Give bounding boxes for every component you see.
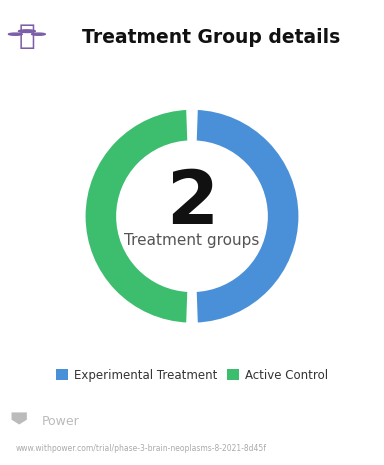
- Wedge shape: [195, 108, 301, 325]
- Text: 2: 2: [166, 167, 218, 239]
- Polygon shape: [12, 412, 27, 425]
- Circle shape: [31, 33, 45, 35]
- Text: Power: Power: [42, 415, 80, 428]
- Legend: Experimental Treatment, Active Control: Experimental Treatment, Active Control: [51, 364, 333, 386]
- Circle shape: [18, 30, 35, 33]
- Wedge shape: [83, 108, 189, 325]
- Text: ⛹: ⛹: [18, 22, 35, 50]
- Text: Treatment groups: Treatment groups: [124, 232, 260, 247]
- Circle shape: [8, 33, 22, 35]
- Text: www.withpower.com/trial/phase-3-brain-neoplasms-8-2021-8d45f: www.withpower.com/trial/phase-3-brain-ne…: [15, 444, 266, 452]
- Text: Treatment Group details: Treatment Group details: [82, 28, 340, 46]
